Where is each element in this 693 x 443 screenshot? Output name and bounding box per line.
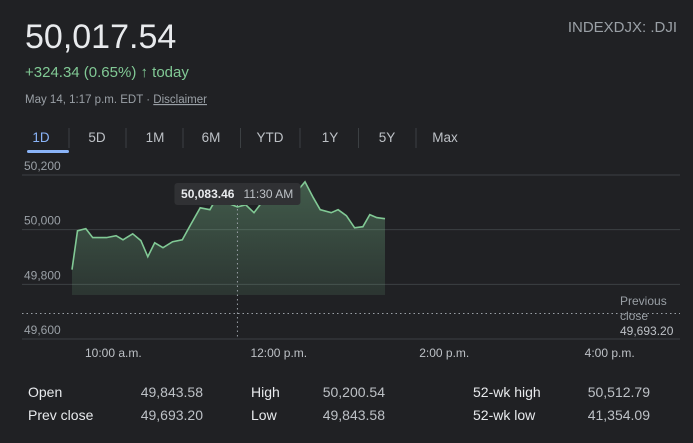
previous-close-label: Previous: [620, 294, 667, 308]
range-tab[interactable]: 5D: [88, 130, 106, 145]
range-tab[interactable]: 1M: [146, 130, 165, 145]
range-tabs: 1D 5D 1M 6M YTD 1Y 5Y Max: [27, 128, 458, 153]
stats-table: Open 49,843.58 High 50,200.54 52-wk high 50,5…: [28, 384, 650, 423]
y-tick-label: 50,200: [24, 159, 61, 173]
x-tick-label: 12:00 p.m.: [250, 346, 307, 360]
x-tick-label: 2:00 p.m.: [419, 346, 469, 360]
arrow: ↑: [141, 64, 149, 81]
previous-close-label: close: [620, 309, 648, 323]
range-tab[interactable]: 5Y: [379, 130, 396, 145]
tooltip-value: 50,083.46: [181, 187, 235, 201]
y-tick-label: 50,000: [24, 214, 61, 228]
change: +324.34 (0.65%): [25, 64, 136, 81]
disclaimer-link[interactable]: Disclaimer: [153, 94, 207, 106]
stat-value: 49,843.58: [323, 407, 385, 423]
timestamp-line: May 14, 1:17 p.m. EDT · Disclaimer: [25, 94, 207, 106]
range-tab[interactable]: YTD: [257, 130, 284, 145]
tooltip-time: 11:30 AM: [243, 187, 293, 201]
price: 50,017.54: [25, 18, 176, 56]
stat-value: 49,843.58: [141, 384, 203, 400]
x-tick-label: 10:00 a.m.: [85, 346, 142, 360]
ticker: INDEXDJX: .DJI: [568, 19, 677, 36]
stat-value: 49,693.20: [141, 407, 203, 423]
plot: 49,600 49,800 50,000 50,200 10:00 a.m. 12:00 …: [22, 159, 680, 360]
range-tab[interactable]: 6M: [202, 130, 221, 145]
stat-label: High: [251, 384, 280, 400]
y-tick-label: 49,800: [24, 268, 61, 282]
area: [72, 181, 385, 295]
change-period: today: [152, 64, 189, 81]
range-tab[interactable]: Max: [432, 130, 458, 145]
price-change: +324.34 (0.65%) ↑ today: [25, 64, 189, 81]
separator: ·: [146, 94, 150, 106]
stat-label: 52-wk high: [473, 384, 541, 400]
previous-close-value: 49,693.20: [620, 324, 674, 338]
x-tick-label: 4:00 p.m.: [585, 346, 635, 360]
stat-label: Open: [28, 384, 62, 400]
stat-label: 52-wk low: [473, 407, 536, 423]
tooltip-box: [174, 183, 301, 205]
timestamp: May 14, 1:17 p.m. EDT: [25, 94, 143, 106]
stat-label: Low: [251, 407, 278, 423]
range-tab[interactable]: 1Y: [322, 130, 339, 145]
range-tab[interactable]: 1D: [32, 130, 50, 145]
stat-value: 50,512.79: [588, 384, 650, 400]
stat-value: 50,200.54: [323, 384, 385, 400]
stat-value: 41,354.09: [588, 407, 650, 423]
y-tick-label: 49,600: [24, 323, 61, 337]
selected-tab-underline: [27, 150, 69, 153]
stat-label: Prev close: [28, 407, 94, 423]
